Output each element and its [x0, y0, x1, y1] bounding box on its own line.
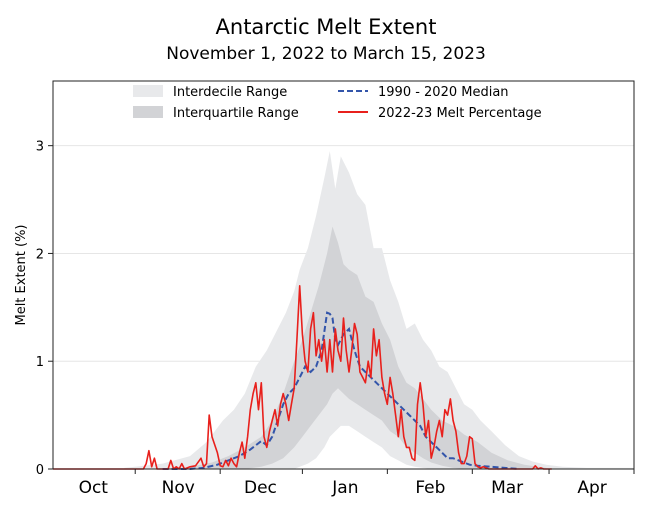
x-tick-label-oct: Oct — [79, 478, 109, 498]
x-tick-label-jan: Jan — [331, 478, 358, 498]
median-line — [162, 311, 519, 470]
x-tick-label-dec: Dec — [244, 478, 277, 498]
legend-swatch-interquartile-range — [133, 106, 163, 118]
x-tick-label-nov: Nov — [162, 478, 195, 498]
legend: Interdecile Range Interquartile Range 1990… — [133, 85, 542, 121]
y-axis-label: Melt Extent (%) — [14, 224, 29, 325]
y-tick-label-2: 2 — [36, 247, 44, 262]
melt-percentage-line — [53, 285, 552, 470]
chart-subtitle: November 1, 2022 to March 15, 2023 — [166, 44, 486, 64]
legend-label-1990-2020-median: 1990 - 2020 Median — [378, 85, 509, 100]
y-tick-label-1: 1 — [36, 355, 44, 370]
plot-area — [53, 145, 635, 470]
y-tick-label-3: 3 — [36, 140, 44, 155]
chart-title: Antarctic Melt Extent — [216, 15, 437, 39]
interdecile-band — [124, 151, 635, 469]
x-tick-label-mar: Mar — [491, 478, 523, 498]
y-tick-label-0: 0 — [36, 463, 44, 478]
legend-swatch-interdecile-range — [133, 85, 163, 97]
interquartile-band — [190, 226, 547, 469]
x-tick-label-apr: Apr — [577, 478, 606, 498]
axes: 0 1 2 3 Oct Nov Dec Jan Feb Mar Apr — [36, 140, 635, 498]
legend-label-interquartile-range: Interquartile Range — [173, 106, 299, 121]
plot-frame — [52, 80, 635, 470]
legend-label-interdecile-range: Interdecile Range — [173, 85, 287, 100]
x-tick-label-feb: Feb — [415, 478, 445, 498]
legend-label-2022-23-melt-percentage: 2022-23 Melt Percentage — [378, 106, 542, 121]
